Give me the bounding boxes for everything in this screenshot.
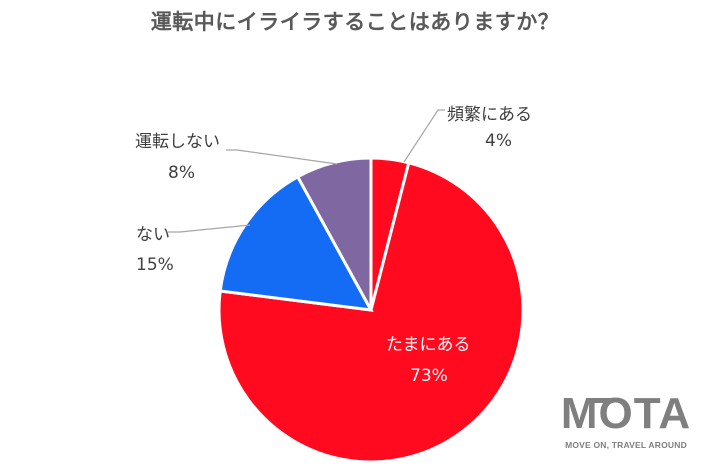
logo-macron — [591, 398, 613, 403]
label-frequent-name: 頻繁にある — [447, 105, 532, 125]
logo-tagline: MOVE ON, TRAVEL AROUND — [565, 440, 687, 450]
label-sometimes-value: 73% — [410, 366, 448, 386]
leader-line-no-drive — [226, 149, 338, 165]
leader-lines — [168, 109, 445, 233]
mota-logo: MOTA MOVE ON, TRAVEL AROUND — [556, 389, 696, 451]
logo-wordmark: MOTA — [560, 389, 692, 438]
label-never-name: ない — [136, 225, 170, 245]
leader-line-frequent — [403, 109, 445, 163]
label-sometimes-name: たまにある — [386, 335, 471, 355]
pie-slice — [217, 160, 525, 464]
pie-slices — [217, 156, 525, 464]
pie-slice — [295, 156, 373, 311]
label-no-drive-name: 運転しない — [135, 132, 220, 152]
label-never-value: 15% — [136, 255, 174, 275]
label-no-drive-value: 8% — [168, 163, 195, 183]
chart-title: 運転中にイライラすることはありますか？ — [150, 10, 560, 34]
label-frequent-value: 4% — [485, 131, 512, 151]
leader-line-never — [168, 224, 251, 233]
pie-slice — [218, 174, 374, 312]
